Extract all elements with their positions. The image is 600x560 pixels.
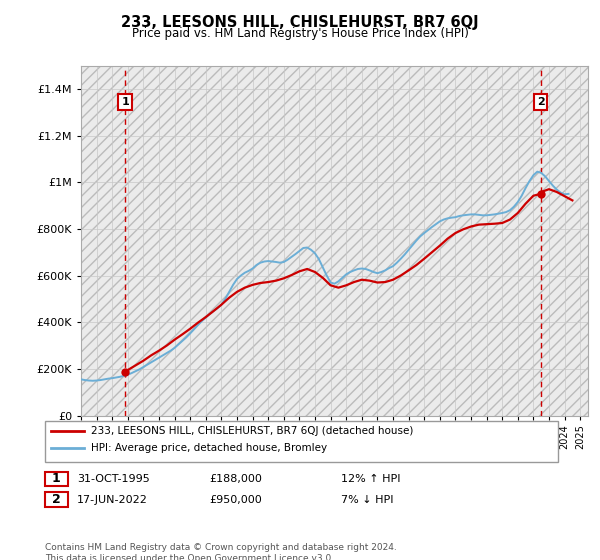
Text: HPI: Average price, detached house, Bromley: HPI: Average price, detached house, Brom… — [91, 444, 328, 453]
Text: 31-OCT-1995: 31-OCT-1995 — [77, 474, 149, 484]
Text: 233, LEESONS HILL, CHISLEHURST, BR7 6QJ: 233, LEESONS HILL, CHISLEHURST, BR7 6QJ — [121, 15, 479, 30]
Text: 1: 1 — [52, 472, 61, 486]
Text: 17-JUN-2022: 17-JUN-2022 — [77, 494, 148, 505]
Text: 1: 1 — [121, 97, 129, 108]
Text: 2: 2 — [52, 493, 61, 506]
Text: 233, LEESONS HILL, CHISLEHURST, BR7 6QJ (detached house): 233, LEESONS HILL, CHISLEHURST, BR7 6QJ … — [91, 427, 413, 436]
Text: 2: 2 — [537, 97, 544, 108]
Text: £188,000: £188,000 — [209, 474, 262, 484]
Text: 12% ↑ HPI: 12% ↑ HPI — [341, 474, 400, 484]
Text: Contains HM Land Registry data © Crown copyright and database right 2024.
This d: Contains HM Land Registry data © Crown c… — [45, 543, 397, 560]
Text: Price paid vs. HM Land Registry's House Price Index (HPI): Price paid vs. HM Land Registry's House … — [131, 27, 469, 40]
Text: £950,000: £950,000 — [209, 494, 262, 505]
Text: 7% ↓ HPI: 7% ↓ HPI — [341, 494, 394, 505]
